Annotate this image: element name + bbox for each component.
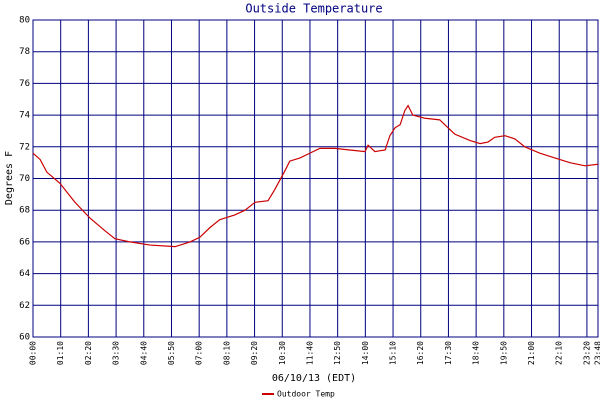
x-tick-label: 23:48: [594, 341, 600, 365]
y-tick-label: 76: [19, 79, 30, 89]
y-tick-label: 72: [19, 142, 30, 152]
y-tick-label: 80: [19, 16, 30, 26]
x-tick-label: 14:00: [361, 341, 370, 365]
x-axis-title: 06/10/13 (EDT): [272, 373, 356, 384]
x-tick-label: 09:20: [250, 341, 259, 365]
x-tick-label: 05:50: [167, 341, 176, 365]
y-tick-label: 78: [19, 47, 30, 57]
x-tick-label: 18:40: [472, 341, 481, 365]
x-tick-label: 12:50: [333, 341, 342, 365]
y-axis-title: Degrees F: [4, 151, 15, 205]
x-tick-label: 08:10: [222, 341, 231, 365]
x-tick-label: 10:30: [278, 341, 287, 365]
y-tick-label: 74: [19, 111, 30, 121]
y-tick-label: 64: [19, 269, 30, 279]
x-tick-label: 07:00: [195, 341, 204, 365]
y-tick-label: 70: [19, 174, 30, 184]
x-tick-label: 23:20: [582, 341, 591, 365]
x-tick-label: 21:00: [527, 341, 536, 365]
x-tick-label: 04:40: [139, 341, 148, 365]
legend-label: Outdoor Temp: [277, 390, 335, 399]
y-tick-label: 68: [19, 206, 30, 216]
x-tick-label: 03:30: [112, 341, 121, 365]
x-tick-label: 00:00: [29, 341, 38, 365]
x-tick-label: 16:20: [416, 341, 425, 365]
y-tick-label: 62: [19, 301, 30, 311]
x-tick-label: 19:50: [499, 341, 508, 365]
y-tick-label: 60: [19, 333, 30, 343]
chart-title: Outside Temperature: [245, 2, 382, 16]
y-tick-label: 66: [19, 237, 30, 247]
data-line: [32, 104, 599, 248]
x-tick-label: 17:30: [444, 341, 453, 365]
x-tick-label: 01:10: [56, 341, 65, 365]
x-tick-label: 22:10: [555, 341, 564, 365]
x-tick-label: 15:10: [389, 341, 398, 365]
x-tick-label: 02:20: [84, 341, 93, 365]
x-tick-label: 11:40: [305, 341, 314, 365]
